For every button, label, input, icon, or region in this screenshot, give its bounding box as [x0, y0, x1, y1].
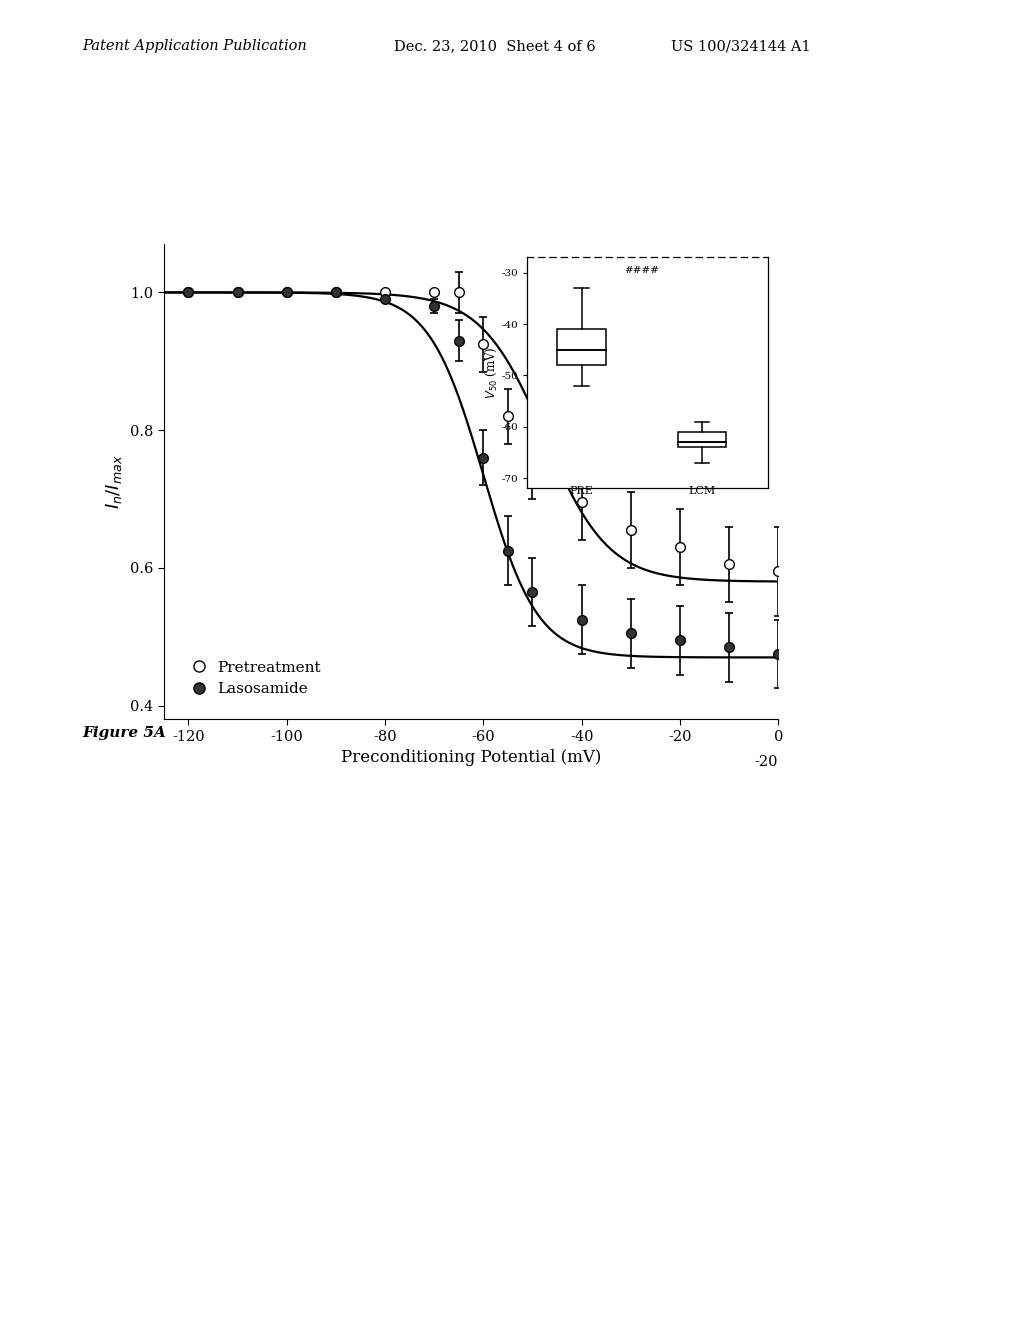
Y-axis label: $I_n/I_{max}$: $I_n/I_{max}$ [104, 454, 125, 510]
Y-axis label: $V_{50}$ (mV): $V_{50}$ (mV) [483, 347, 499, 399]
Legend: Pretreatment, Lasosamide: Pretreatment, Lasosamide [183, 655, 327, 702]
X-axis label: Preconditioning Potential (mV): Preconditioning Potential (mV) [341, 750, 601, 767]
Text: Figure 5A: Figure 5A [82, 726, 166, 739]
Text: PRE: PRE [569, 486, 594, 496]
Text: ####: #### [625, 267, 659, 276]
Text: US 100/324144 A1: US 100/324144 A1 [671, 40, 810, 53]
Text: LCM: LCM [688, 486, 716, 496]
Bar [678, 432, 726, 447]
Text: Dec. 23, 2010  Sheet 4 of 6: Dec. 23, 2010 Sheet 4 of 6 [394, 40, 596, 53]
Bar [557, 329, 605, 366]
Text: -20: -20 [755, 755, 778, 770]
Text: Patent Application Publication: Patent Application Publication [82, 40, 306, 53]
